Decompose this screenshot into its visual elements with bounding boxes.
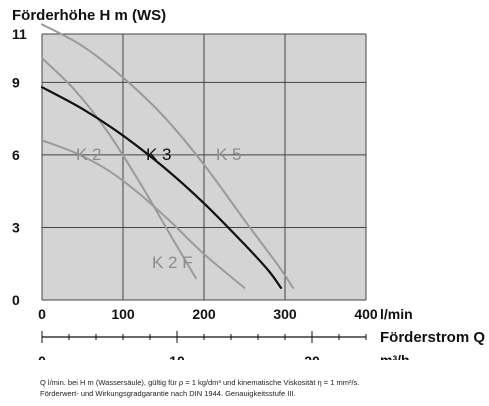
x-tick-label: 300 [273, 306, 297, 322]
curve-k-3 [40, 86, 283, 290]
y-tick-label: 11 [12, 26, 27, 42]
secondary-x-tick-label: 0 [38, 353, 46, 360]
curve-label-k-2: K 2 [76, 145, 102, 164]
x-unit-secondary: m³/h [380, 352, 410, 360]
x-tick-label: 200 [192, 306, 216, 322]
curve-label-k-3: K 3 [146, 145, 172, 164]
grid-lines [41, 33, 367, 301]
chart-title: Förderhöhe H m (WS) [12, 7, 166, 24]
curve-lines [40, 23, 295, 290]
x-tick-label: 0 [38, 306, 46, 322]
x-unit-primary: l/min [380, 306, 413, 322]
secondary-x-tick-label: 10 [169, 353, 185, 360]
y-tick-label: 9 [12, 74, 20, 90]
curve-label-k-5: K 5 [216, 145, 242, 164]
curve-k-2-f [41, 57, 197, 280]
secondary-x-axis: 0 10 20 [38, 331, 367, 360]
y-tick-label: 0 [12, 292, 20, 308]
curve-k-5 [41, 23, 295, 289]
x-axis-title: Förderstrom Q [380, 329, 485, 346]
x-tick-label: 400 [354, 306, 378, 322]
secondary-x-tick-label: 20 [304, 353, 320, 360]
curve-k-2 [41, 139, 246, 289]
curve-labels: K 2 K 2 F K 3 K 5 [76, 145, 242, 272]
curve-label-k-2-f: K 2 F [152, 253, 193, 272]
x-tick-label: 100 [111, 306, 135, 322]
footnote-line-2: Förderwert- und Wirkungsgradgarantie nac… [40, 389, 296, 398]
x-tick-labels: 0 100 200 300 400 [38, 306, 378, 322]
pump-curve-chart: Förderhöhe H m (WS) K 2 K 2 F K 3 K 5 0 3 6 9 1… [12, 7, 485, 360]
footnote-line-1: Q l/min. bei H m (Wassersäule), gültig f… [40, 378, 360, 387]
y-tick-label: 6 [12, 147, 20, 163]
y-tick-label: 3 [12, 219, 20, 235]
y-tick-labels: 0 3 6 9 11 [12, 26, 27, 308]
